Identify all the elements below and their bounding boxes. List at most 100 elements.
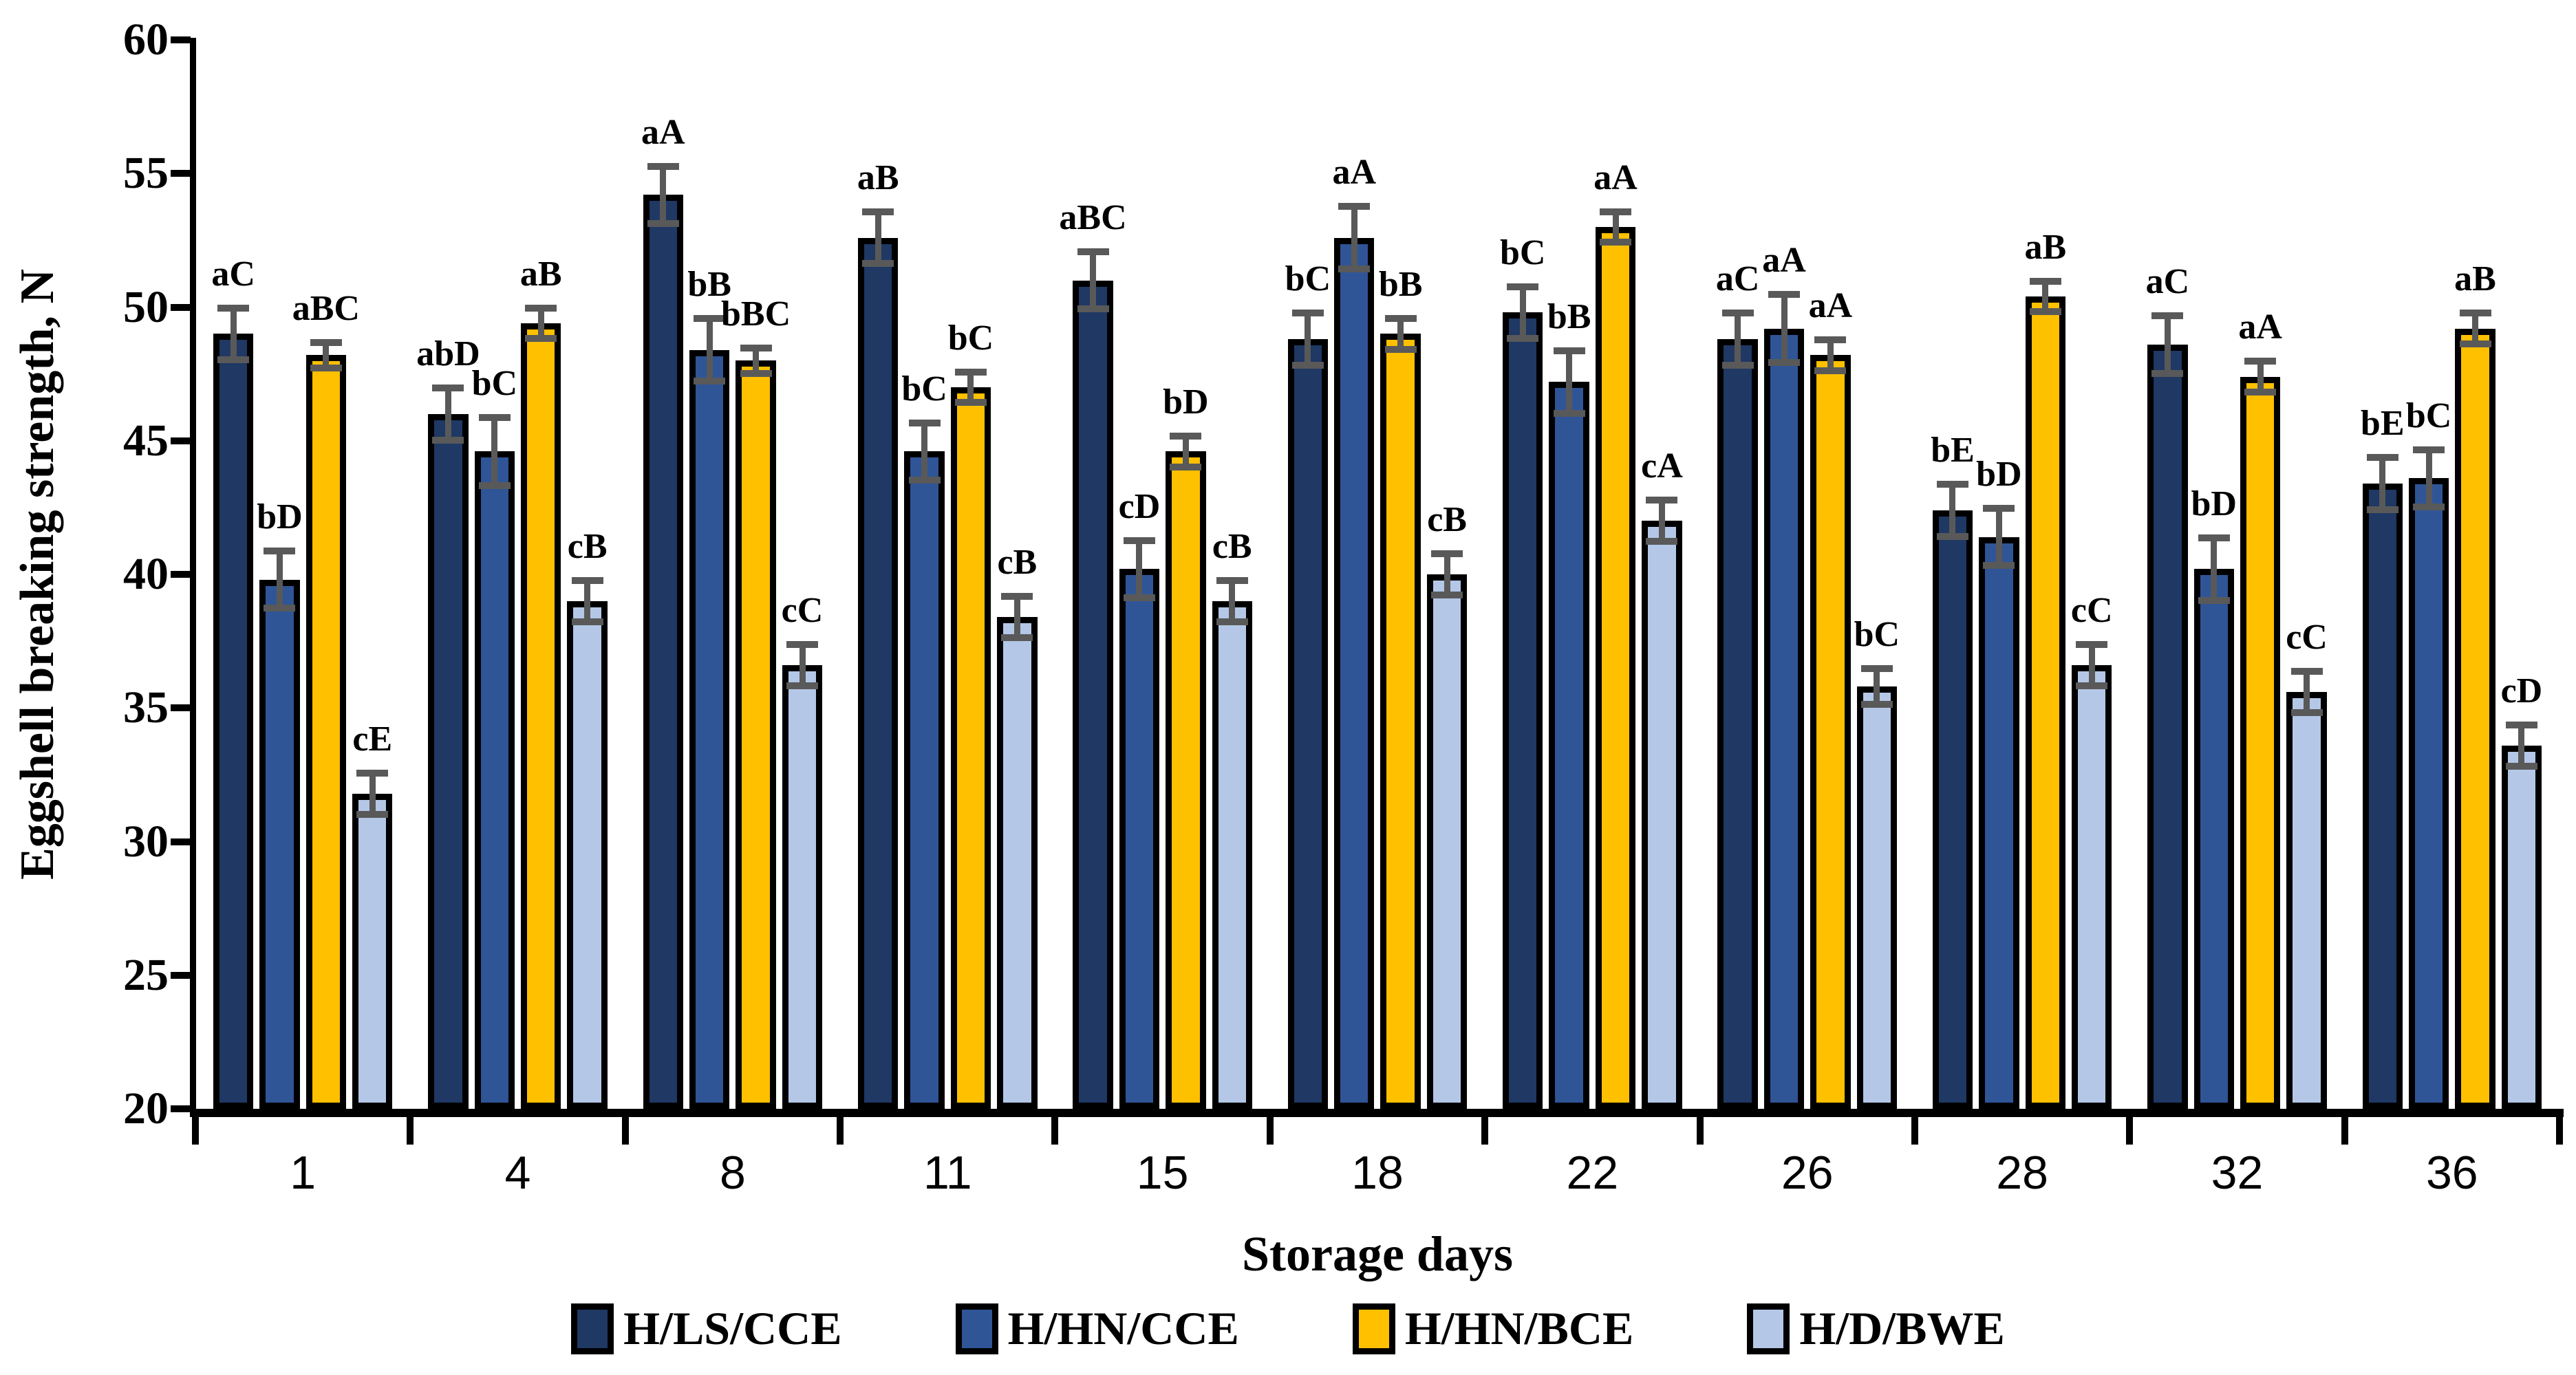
error-bar-line [537,304,544,343]
error-bar [525,304,557,343]
significance-label: abD [416,334,480,374]
error-bar [1384,315,1417,353]
error-bar [862,208,894,268]
error-bar [217,304,250,364]
error-bar-cap-top [2198,534,2230,541]
error-bar [1431,550,1463,598]
error-bar-cap-bottom [1507,335,1539,343]
significance-label: bD [257,497,303,537]
significance-label: cC [781,591,824,631]
bar [259,579,300,1109]
error-bar [1216,576,1248,625]
error-bar-cap-top [2029,277,2061,285]
error-bar-cap-bottom [1001,634,1033,642]
bar-group: aC aA aA bC [1700,40,1915,1109]
error-bar-cap-top [1860,665,1893,673]
bar [782,665,823,1109]
bar-group: aC bD aA cC [2129,40,2344,1109]
error-bar-cap-top [908,419,941,426]
bar [857,237,899,1109]
bar [950,387,991,1109]
error-bar [1983,505,2015,570]
bar [1642,521,1682,1109]
significance-label: aB [857,158,899,197]
error-bar [1170,433,1202,470]
bar [904,451,945,1109]
error-bar-line [799,641,806,690]
x-tick-label: 22 [1566,1147,1619,1199]
error-bar-line [660,162,667,227]
error-bar-cap-top [1646,497,1678,504]
significance-label: bE [1931,431,1975,470]
error-bar-line [444,385,451,444]
error-bar-line [2425,446,2432,510]
error-bar-cap-top [2505,721,2537,728]
error-bar-cap-top [740,344,772,351]
error-bar [1291,310,1324,369]
error-bar [1507,283,1539,343]
error-bar-line [2042,277,2049,316]
error-bar-cap-bottom [2151,369,2184,377]
error-bar-line [1949,481,1956,540]
error-bar-cap-bottom [2459,340,2491,347]
error-bar-line [1519,283,1526,343]
error-bar-line [753,344,760,377]
error-bar-cap-bottom [2413,503,2445,510]
x-axis-line [190,1109,2564,1117]
error-bar [2366,454,2398,513]
error-bar [432,385,464,444]
x-tick [621,1117,629,1145]
error-bar [2151,312,2184,377]
error-bar-cap-bottom [2366,506,2398,513]
error-bar-cap-bottom [647,219,679,227]
legend-swatch [571,1303,614,1354]
error-bar-cap-bottom [786,682,818,690]
legend-item: H/HN/CCE [955,1301,1239,1356]
error-bar [1077,248,1109,313]
bar-group: abD bC aB cB [410,40,625,1109]
bar [2025,296,2065,1109]
x-tick-label: 28 [1996,1147,2048,1199]
bar [2408,478,2449,1109]
error-bar-cap-bottom [1077,305,1109,313]
error-bar [694,315,726,385]
error-bar-cap-top [1216,576,1248,584]
x-tick [1051,1117,1059,1145]
y-tick [171,704,191,712]
error-bar [1721,310,1754,369]
error-bar-line [1182,433,1189,470]
error-bar-cap-top [1553,347,1585,354]
error-bar-cap-top [2413,446,2445,453]
legend-label: H/HN/CCE [1007,1302,1239,1354]
error-bar-cap-bottom [1721,361,1754,369]
significance-label: bD [1976,455,2022,494]
bar [521,323,561,1109]
error-bar [1646,497,1678,545]
error-bar-cap-top [310,339,342,347]
error-bar-line [2257,358,2264,396]
error-bar [954,368,987,407]
legend-label: H/LS/CCE [623,1302,842,1354]
bar [428,413,469,1109]
error-bar-line [1090,248,1097,313]
error-bar-cap-bottom [2029,308,2061,316]
significance-label: bC [471,363,518,403]
significance-label: bC [901,369,947,409]
error-bar-cap-bottom [2244,388,2277,396]
error-bar [2076,641,2108,690]
error-bar [1001,593,1033,642]
legend: H/LS/CCE H/HN/CCE H/HN/BCE H/D/BWE [0,1301,2576,1356]
bar [1212,600,1252,1109]
error-bar-cap-top [1291,310,1324,317]
bar [1287,339,1329,1109]
error-bar-cap-bottom [1600,239,1632,246]
error-bar-cap-top [217,304,250,312]
x-tick [407,1117,414,1145]
error-bar-line [2304,667,2310,716]
error-bar [647,162,679,227]
error-bar-cap-top [1001,593,1033,600]
bar [2147,344,2188,1109]
error-bar-cap-bottom [1216,618,1248,625]
x-tick-label: 8 [719,1147,746,1199]
bar [643,195,683,1109]
